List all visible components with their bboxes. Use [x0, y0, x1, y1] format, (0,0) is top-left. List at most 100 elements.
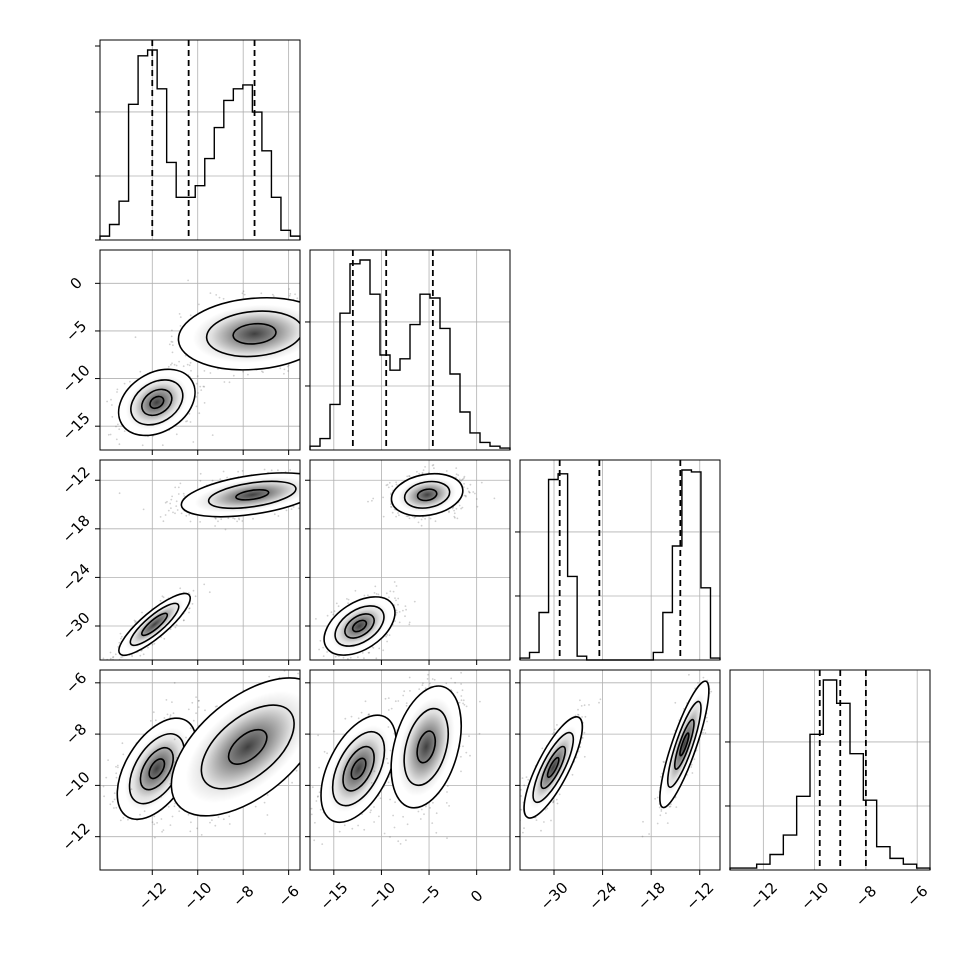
scatter-point: [454, 516, 456, 519]
panel-frame: [729, 669, 931, 871]
scatter-point: [173, 805, 176, 808]
scatter-point: [334, 655, 337, 658]
scatter-point: [313, 327, 315, 329]
scatter-point: [385, 635, 387, 638]
scatter-point: [154, 836, 156, 839]
scatter-point: [367, 500, 369, 503]
scatter-point: [273, 513, 276, 516]
scatter-point: [332, 613, 335, 616]
scatter-point: [321, 495, 323, 497]
scatter-point: [326, 329, 328, 331]
scatter-point: [317, 328, 319, 330]
scatter-point: [387, 486, 390, 489]
scatter-point: [188, 364, 191, 367]
scatter-point: [175, 500, 178, 503]
scatter-point: [361, 475, 363, 477]
scatter-point: [327, 499, 329, 501]
scatter-point: [304, 306, 306, 308]
scatter-point: [424, 517, 426, 520]
scatter-point: [179, 316, 182, 318]
scatter-point: [247, 373, 249, 376]
scatter-point: [127, 818, 129, 821]
scatter-point: [120, 637, 122, 640]
histogram-step: [729, 679, 931, 870]
scatter-point: [416, 470, 418, 473]
scatter-point: [306, 315, 308, 317]
scatter-point: [315, 351, 317, 353]
scatter-point: [311, 483, 313, 485]
scatter-point: [223, 381, 226, 383]
scatter-point: [188, 412, 191, 415]
scatter-point: [306, 487, 308, 489]
scatter-point: [109, 433, 112, 436]
scatter-point: [469, 483, 472, 486]
scatter-point: [203, 385, 206, 388]
scatter-point: [118, 641, 121, 644]
scatter-point: [166, 713, 169, 716]
histogram-panel-0: [95, 39, 301, 241]
scatter-point: [375, 657, 378, 660]
scatter-point: [312, 335, 314, 337]
scatter-point: [456, 517, 459, 520]
scatter-point: [315, 334, 317, 336]
scatter-point: [197, 706, 200, 708]
scatter-point: [262, 371, 264, 374]
scatter-point: [153, 642, 156, 645]
scatter-point: [169, 716, 172, 719]
scatter-point: [321, 327, 323, 329]
scatter-point: [209, 372, 212, 374]
scatter-point: [188, 607, 191, 609]
scatter-point: [159, 516, 162, 518]
scatter-point: [315, 618, 317, 620]
scatter-point: [219, 478, 222, 480]
scatter-point: [203, 402, 206, 404]
scatter-point: [333, 610, 336, 613]
contour-line: [180, 472, 300, 518]
scatter-point: [197, 392, 199, 394]
scatter-point: [472, 491, 475, 493]
contour-line: [334, 605, 385, 647]
scatter-point: [142, 508, 145, 511]
scatter-point: [182, 619, 185, 622]
scatter-point: [238, 517, 240, 520]
scatter-point: [361, 652, 364, 654]
scatter-point: [163, 637, 166, 640]
scatter-point: [241, 520, 244, 522]
scatter-point: [311, 327, 313, 329]
scatter-point: [320, 493, 322, 495]
scatter-point: [304, 471, 306, 473]
scatter-point: [102, 657, 105, 660]
scatter-point: [339, 308, 341, 310]
scatter-point: [307, 490, 309, 492]
scatter-point: [322, 363, 324, 365]
scatter-point: [465, 495, 467, 498]
scatter-point: [319, 344, 321, 346]
scatter-point: [192, 441, 195, 443]
scatter-point: [460, 507, 462, 510]
scatter-point: [120, 656, 122, 659]
scatter-point: [242, 370, 245, 373]
scatter-point: [364, 666, 366, 668]
scatter-point: [301, 491, 303, 493]
scatter-point: [322, 655, 325, 657]
scatter-point: [109, 803, 112, 806]
scatter-point: [406, 475, 409, 478]
scatter-point: [183, 619, 185, 621]
scatter-point: [398, 611, 401, 613]
scatter-point: [292, 506, 295, 508]
scatter-point: [123, 382, 126, 385]
scatter-point: [182, 365, 185, 368]
scatter-point: [432, 464, 435, 466]
scatter-point: [186, 420, 189, 422]
scatter-point: [391, 485, 394, 488]
scatter-point: [326, 614, 329, 617]
scatter-point: [192, 719, 195, 722]
scatter-point: [162, 520, 165, 523]
scatter-point: [222, 470, 225, 473]
scatter-point: [111, 800, 114, 803]
scatter-point: [288, 364, 290, 366]
scatter-point: [307, 326, 309, 328]
scatter-point: [311, 319, 313, 321]
scatter-point: [373, 592, 376, 594]
scatter-point: [107, 663, 109, 665]
